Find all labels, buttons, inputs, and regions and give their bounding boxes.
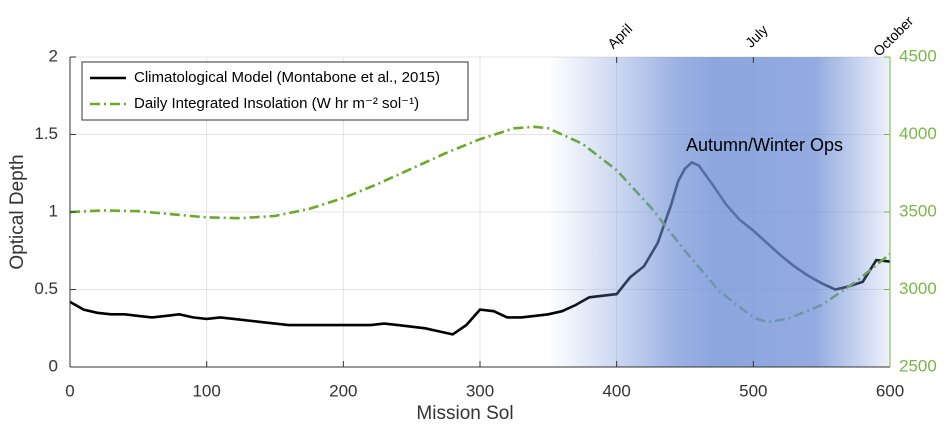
x-tick-label: 100 [192, 381, 220, 400]
legend-box [81, 61, 469, 121]
y-tick-label: 1 [49, 201, 58, 220]
y2-tick-label: 4500 [899, 46, 937, 65]
y-tick-label: 0.5 [34, 279, 58, 298]
top-tick-label: July [742, 22, 771, 51]
axes: 0 100 200 300 400 500 600 0 0.5 1 1.5 2 2500 3000 3500… [34, 13, 936, 401]
y-tick-label: 0 [49, 356, 58, 375]
legend-label: Daily Integrated Insolation (W hr m⁻² so… [134, 95, 419, 112]
x-tick-label: 500 [739, 381, 767, 400]
x-tick-label: 0 [65, 381, 74, 400]
y-axis-label: Optical Depth [7, 154, 28, 269]
annotation: Autumn/Winter Ops [686, 135, 843, 155]
x-axis-label: Mission Sol [416, 403, 513, 424]
x-tick-label: 300 [466, 381, 494, 400]
y-tick-label: 1.5 [34, 124, 58, 143]
x-tick-label: 600 [876, 381, 904, 400]
highlight-region [548, 57, 890, 367]
legend: Climatological Model (Montabone et al., … [81, 61, 469, 121]
top-tick-label: April [604, 21, 635, 52]
x-tick-label: 400 [602, 381, 630, 400]
y2-tick-label: 4000 [899, 124, 937, 143]
y2-tick-label: 3500 [899, 201, 937, 220]
y2-tick-label: 2500 [899, 356, 937, 375]
y2-tick-label: 3000 [899, 279, 937, 298]
x-tick-label: 200 [329, 381, 357, 400]
legend-label: Climatological Model (Montabone et al., … [134, 69, 440, 86]
y-tick-label: 2 [49, 46, 58, 65]
